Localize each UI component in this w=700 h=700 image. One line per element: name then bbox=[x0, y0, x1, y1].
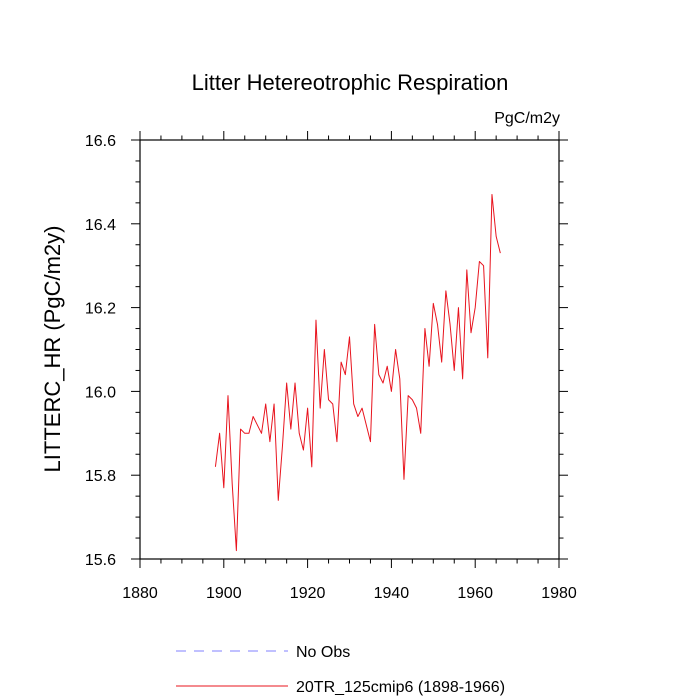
y-tick-label: 16.6 bbox=[85, 133, 116, 150]
y-tick-label: 16.4 bbox=[85, 217, 116, 234]
y-tick-label: 16.2 bbox=[85, 301, 116, 318]
x-tick-label: 1920 bbox=[290, 585, 326, 602]
y-axis-label: LITTERC_HR (PgC/m2y) bbox=[40, 226, 65, 473]
x-tick-label: 1900 bbox=[206, 585, 242, 602]
axis-ticks: 1880 1900 1920 1940 1960 1980 15.6 15.8 16.0 16.2… bbox=[85, 131, 577, 602]
x-tick-label: 1880 bbox=[122, 585, 158, 602]
chart-title: Litter Hetereotrophic Respiration bbox=[192, 70, 509, 95]
series-layer bbox=[214, 193, 501, 552]
legend-label: No Obs bbox=[296, 644, 350, 661]
x-tick-label: 1960 bbox=[457, 585, 493, 602]
legend: No Obs 20TR_125cmip6 (1898-1966) bbox=[176, 644, 505, 696]
x-tick-label: 1980 bbox=[541, 585, 577, 602]
x-tick-label: 1940 bbox=[374, 585, 410, 602]
y-tick-label: 16.0 bbox=[85, 384, 116, 401]
y-tick-label: 15.8 bbox=[85, 468, 116, 485]
series-line bbox=[214, 193, 501, 552]
y-tick-label: 15.6 bbox=[85, 552, 116, 569]
units-label: PgC/m2y bbox=[494, 110, 560, 127]
legend-label: 20TR_125cmip6 (1898-1966) bbox=[296, 679, 505, 696]
plot-frame bbox=[139, 139, 560, 560]
